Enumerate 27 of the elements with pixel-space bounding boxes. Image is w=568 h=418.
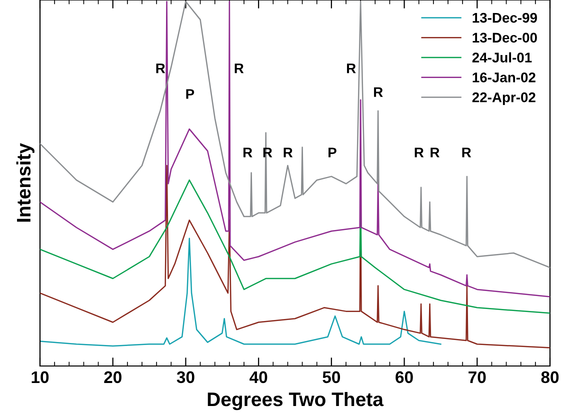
x-tick-label: 50: [322, 371, 340, 384]
legend-label: 22-Apr-02: [472, 92, 536, 106]
x-tick-label: 70: [468, 371, 486, 384]
x-tick-label: 10: [32, 371, 49, 384]
annotation: R: [347, 64, 356, 74]
x-axis-title: Degrees Two Theta: [208, 392, 384, 410]
annotation: R: [430, 148, 440, 158]
annotation: R: [234, 64, 244, 74]
annotation: R: [263, 148, 272, 158]
annotation: R: [374, 87, 383, 97]
x-tick-label: 20: [104, 371, 122, 384]
x-tick-label: 40: [250, 371, 268, 384]
annotation: R: [284, 148, 293, 158]
legend-label: 13-Dec-00: [472, 32, 537, 43]
y-axis-title: Intensity: [16, 143, 34, 222]
legend-label: 13-Dec-99: [472, 12, 537, 23]
legend-label: 16-Jan-02: [472, 72, 536, 82]
annotation: P: [186, 89, 194, 99]
annotation: P: [328, 148, 336, 158]
annotation: R: [156, 64, 166, 74]
x-tick-label: 60: [396, 371, 413, 384]
legend-label: 24-Jul-01: [472, 52, 532, 62]
annotation: R: [414, 148, 424, 158]
annotation: R: [462, 148, 472, 158]
x-tick-label: 30: [176, 371, 194, 384]
annotation: R: [243, 148, 252, 158]
x-tick-label: 80: [541, 371, 559, 384]
